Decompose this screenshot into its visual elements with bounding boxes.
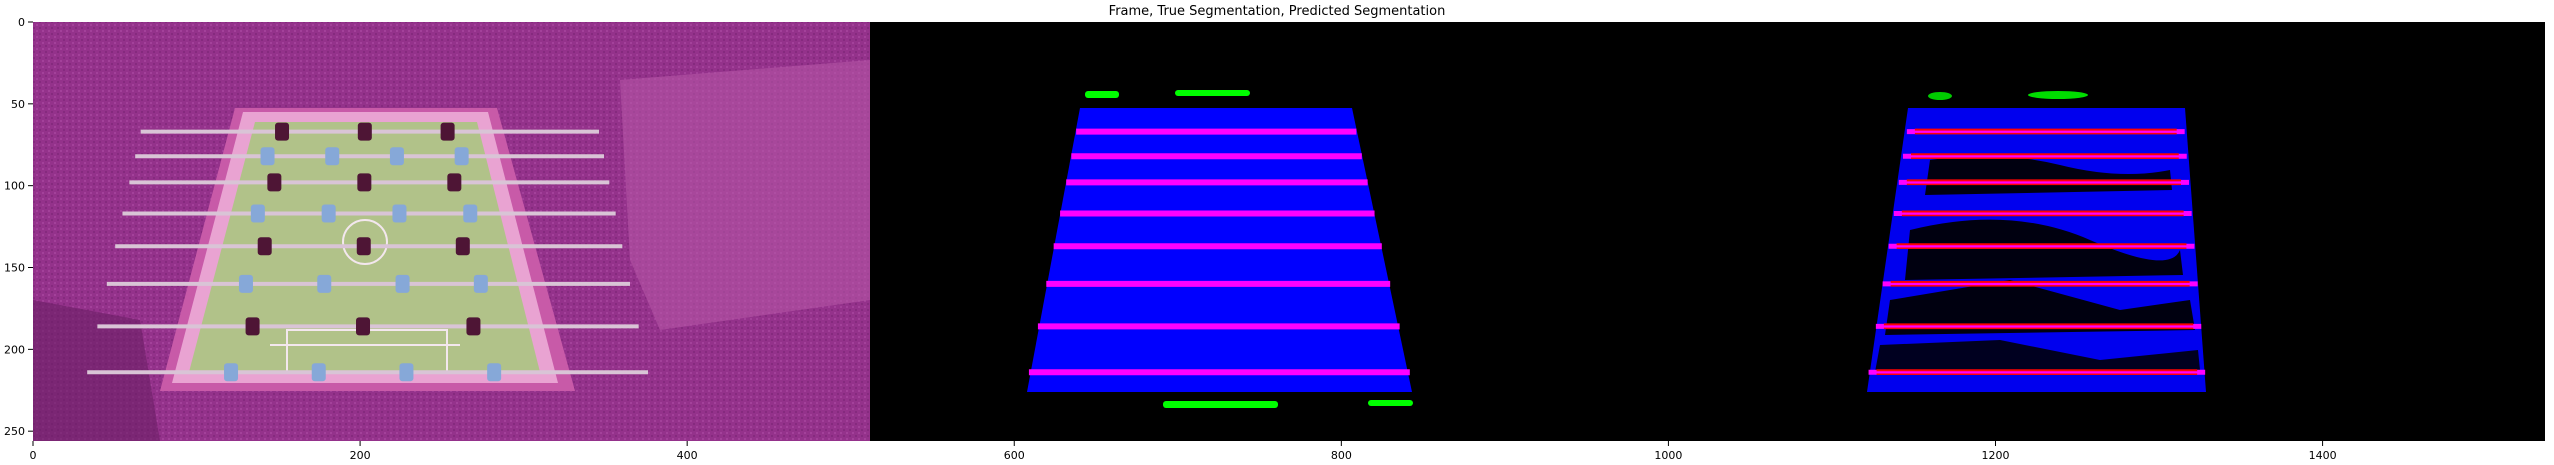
foosman	[356, 237, 371, 256]
x-tick-label: 600	[1004, 449, 1025, 462]
foosman	[447, 173, 462, 192]
foosman	[250, 204, 265, 223]
true-rods	[1028, 128, 1410, 376]
pred-gap	[1875, 340, 2200, 372]
foosman	[325, 147, 340, 166]
foosman	[487, 363, 502, 382]
player-arm-right	[620, 60, 870, 330]
true-player-blob	[1085, 91, 1119, 98]
foosman	[399, 363, 414, 382]
x-tick-label: 800	[1331, 449, 1352, 462]
pred-gap	[1925, 156, 2172, 195]
y-tick-label: 100	[4, 180, 25, 193]
true-player-blob	[1163, 401, 1278, 408]
y-tick-label: 250	[4, 425, 25, 438]
foosman	[440, 122, 455, 141]
foosman	[275, 122, 290, 141]
foosman	[317, 274, 332, 293]
foosman	[357, 122, 372, 141]
figure-title: Frame, True Segmentation, Predicted Segm…	[1108, 4, 1446, 19]
foosman	[454, 147, 469, 166]
frame-figures	[224, 122, 502, 382]
foosman	[267, 173, 282, 192]
foosman	[257, 237, 272, 256]
y-tick-label: 50	[11, 98, 25, 111]
foosman	[238, 274, 253, 293]
foosman	[356, 317, 371, 336]
pred-gap	[1885, 280, 2195, 335]
x-tick-label: 1200	[1982, 449, 2010, 462]
true-segmentation-panel	[1027, 90, 1413, 408]
predicted-segmentation-panel	[1867, 91, 2206, 392]
pred-rods	[1868, 128, 2206, 376]
foosman	[311, 363, 326, 382]
y-tick-label: 150	[4, 262, 25, 275]
true-player-blob	[1368, 400, 1413, 406]
foosman	[466, 317, 481, 336]
pred-gap	[1905, 219, 2183, 280]
pred-player-blob	[1928, 92, 1952, 100]
foosman	[473, 274, 488, 293]
foosman	[321, 204, 336, 223]
x-tick-label: 400	[677, 449, 698, 462]
foosman	[245, 317, 260, 336]
center-circle	[342, 219, 388, 265]
x-axis: 0 200 400 600 800 1000 1200 1400	[30, 441, 2337, 462]
foosman	[357, 173, 372, 192]
foosman	[395, 274, 410, 293]
true-field-mask	[1027, 108, 1412, 392]
frame-panel	[33, 22, 870, 441]
y-tick-label: 0	[18, 16, 25, 29]
y-tick-label: 200	[4, 343, 25, 356]
x-tick-label: 1000	[1654, 449, 1682, 462]
foosman	[224, 363, 239, 382]
y-axis: 0 50 100 150 200 250	[4, 16, 33, 438]
foosman	[260, 147, 275, 166]
foosman	[389, 147, 404, 166]
pred-player-blob	[2028, 91, 2088, 99]
foosman	[455, 237, 470, 256]
x-tick-label: 200	[350, 449, 371, 462]
true-player-blob	[1175, 90, 1250, 96]
x-tick-label: 1400	[2309, 449, 2337, 462]
foosman	[463, 204, 478, 223]
foosman	[392, 204, 407, 223]
x-tick-label: 0	[30, 449, 37, 462]
